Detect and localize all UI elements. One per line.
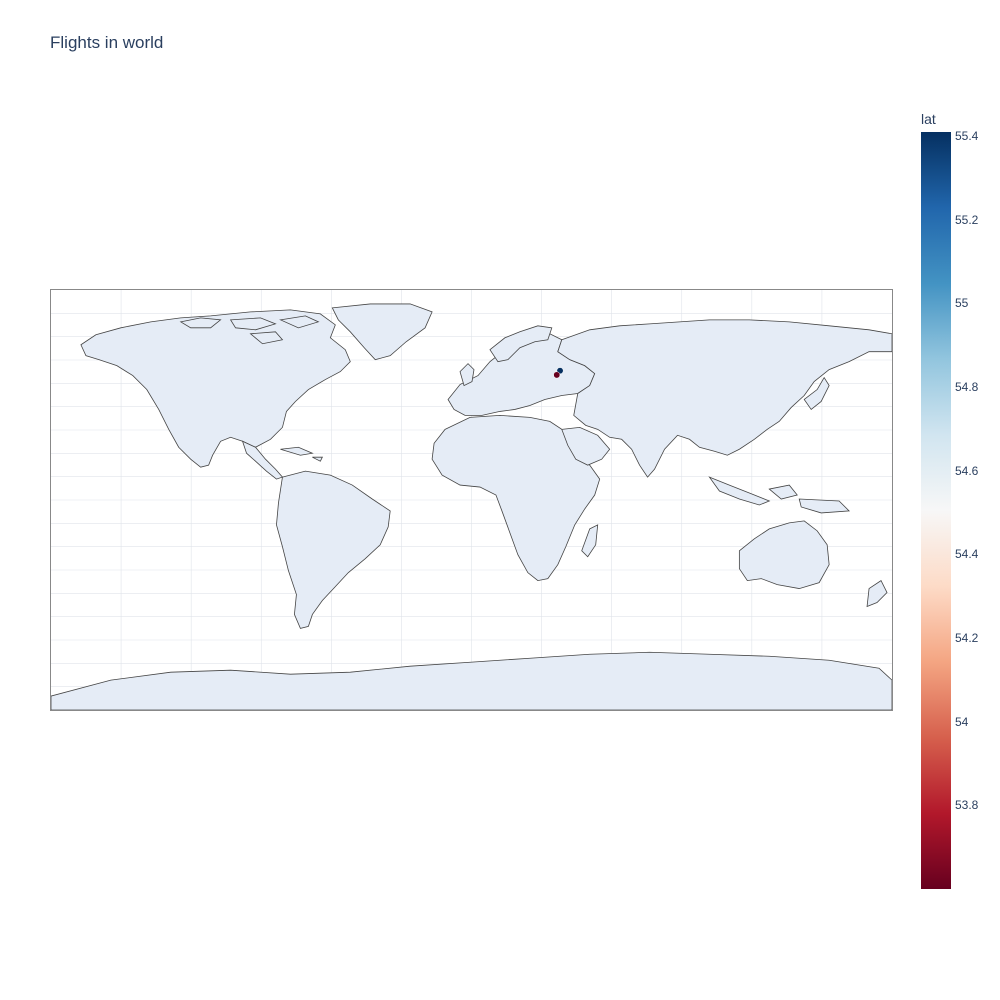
great-britain	[459, 363, 475, 387]
asia	[557, 319, 892, 478]
arabian-peninsula	[561, 426, 611, 466]
colorbar	[921, 132, 951, 889]
north-america	[80, 309, 351, 468]
colorbar-tick-label: 55.2	[955, 212, 979, 227]
arctic-islands	[179, 315, 320, 345]
colorbar-tick-label: 55.4	[955, 129, 979, 144]
antarctica	[51, 651, 892, 710]
greenland	[331, 303, 433, 361]
africa	[431, 415, 601, 582]
geo-map[interactable]	[50, 289, 893, 711]
world-map-svg[interactable]	[51, 290, 892, 710]
new-zealand	[866, 580, 888, 608]
caribbean	[280, 446, 324, 462]
chart-title: Flights in world	[50, 33, 164, 52]
colorbar-title: lat	[921, 111, 936, 127]
colorbar-tick-label: 54.2	[955, 631, 979, 646]
colorbar-tick-label: 54.8	[955, 380, 979, 395]
japan	[803, 376, 830, 411]
australia	[738, 520, 830, 589]
flight-points	[553, 367, 564, 379]
colorbar-tick-label: 53.8	[955, 798, 979, 813]
south-america	[276, 470, 391, 629]
land-masses	[51, 303, 892, 710]
madagascar	[581, 524, 599, 558]
flight-point-marker[interactable]	[553, 371, 561, 379]
central-america	[241, 440, 284, 480]
colorbar-gradient	[921, 132, 951, 889]
scandinavia	[489, 325, 553, 363]
colorbar-tick-label: 54.6	[955, 463, 979, 478]
colorbar-tick-label: 54.4	[955, 547, 979, 562]
colorbar-tick-label: 54	[955, 714, 969, 729]
southeast-asia	[708, 476, 851, 514]
colorbar-tick-label: 55	[955, 296, 969, 311]
